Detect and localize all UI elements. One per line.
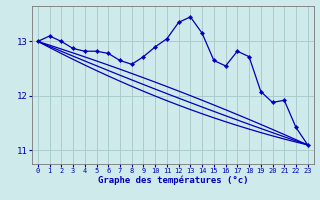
X-axis label: Graphe des températures (°c): Graphe des températures (°c) xyxy=(98,176,248,185)
